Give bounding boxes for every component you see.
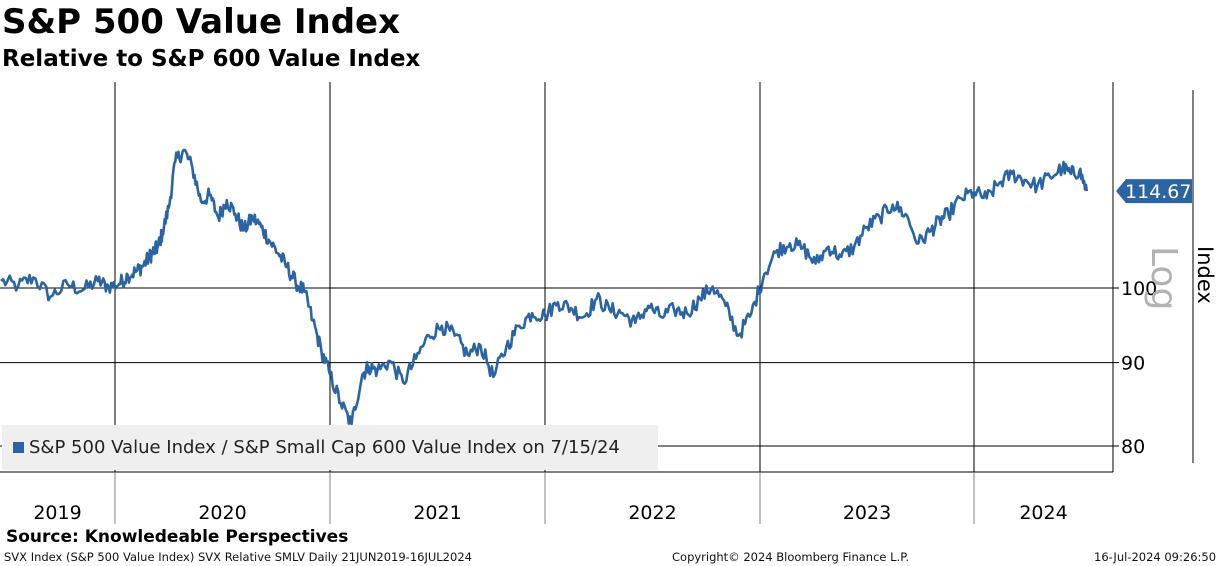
last-value-tag: 114.67: [1116, 179, 1192, 204]
y-axis-label: Index: [1193, 246, 1217, 304]
legend: [2, 425, 658, 470]
chart-subtitle: Relative to S&P 600 Value Index: [2, 46, 421, 72]
year-separators: [114, 82, 975, 524]
x-axis-labels: 2019 2020 2021 2022 2023 2024: [33, 502, 1067, 524]
x-tick-label: 2022: [628, 502, 676, 524]
plot-frame: [0, 82, 1194, 473]
series-group: [0, 148, 1089, 426]
last-value-label: 114.67: [1125, 181, 1191, 203]
x-tick-label: 2019: [33, 502, 81, 524]
source-note: Source: Knowledeable Perspectives: [6, 527, 349, 547]
y-tick-label: 100: [1121, 278, 1157, 300]
legend-label: S&P 500 Value Index / S&P Small Cap 600 …: [29, 437, 620, 458]
log-scale-label: Log: [1143, 246, 1184, 310]
legend-swatch: [13, 442, 24, 453]
last-value-badge: [1116, 179, 1192, 204]
footer-ticker-info: SVX Index (S&P 500 Value Index) SVX Rela…: [4, 550, 472, 564]
x-tick-label: 2023: [843, 502, 891, 524]
x-tick-label: 2024: [1019, 502, 1067, 524]
y-tick-label: 80: [1121, 436, 1145, 458]
y-axis-ticks: 80 90 100: [1113, 278, 1157, 458]
footer-timestamp: 16-Jul-2024 09:26:50: [1094, 550, 1217, 564]
horizontal-gridlines: [0, 287, 1113, 447]
x-tick-label: 2021: [413, 502, 461, 524]
chart-title: S&P 500 Value Index: [2, 2, 401, 42]
y-tick-label: 90: [1121, 353, 1145, 375]
x-tick-label: 2020: [198, 502, 246, 524]
series-line: [0, 148, 1089, 426]
footer-copyright: Copyright© 2024 Bloomberg Finance L.P.: [672, 550, 909, 564]
